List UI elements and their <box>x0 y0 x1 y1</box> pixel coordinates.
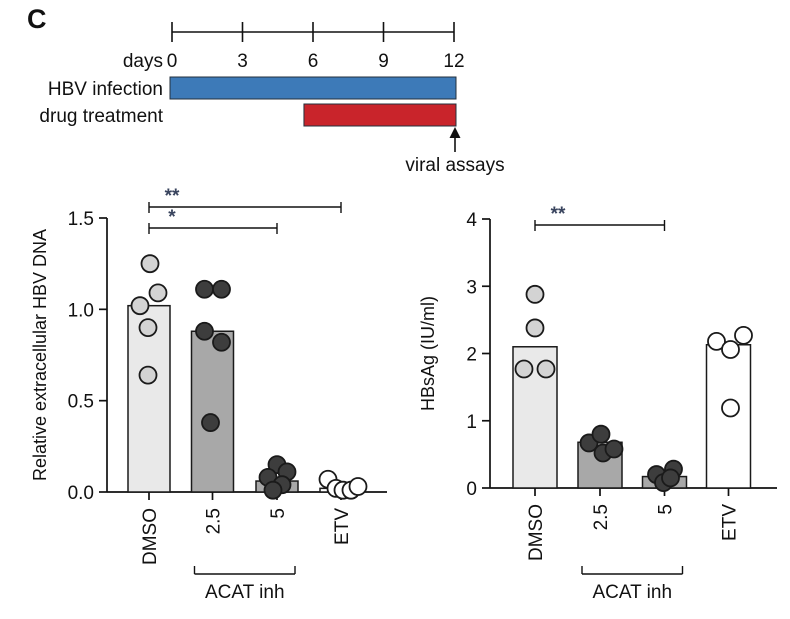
x-category-label: DMSO <box>526 504 547 561</box>
panel-label: C <box>27 4 47 34</box>
data-point-dmso <box>525 318 545 338</box>
y-tick-label: 2 <box>466 345 477 366</box>
viral-assays-label: viral assays <box>405 155 504 176</box>
data-point-dmso <box>148 283 168 303</box>
data-point-dmso <box>514 359 534 379</box>
y-tick-label: 4 <box>466 210 477 231</box>
data-point-dmso <box>536 359 556 379</box>
data-point-5 <box>263 480 283 500</box>
x-category-label: ETV <box>332 508 353 545</box>
timeline-tick-label: 0 <box>167 51 178 72</box>
x-category-label: ETV <box>720 504 741 541</box>
extracellular-hbv-dna-y-axis-title: Relative extracellular HBV DNA <box>30 229 50 481</box>
x-category-label: DMSO <box>140 508 161 565</box>
data-point-2-5 <box>212 332 231 352</box>
timeline-row-label: drug treatment <box>39 106 163 127</box>
drug-treatment-bar <box>303 103 457 127</box>
timeline-tick-label: 9 <box>378 51 389 72</box>
data-point-etv <box>734 325 753 345</box>
data-point-2-5 <box>212 279 231 299</box>
data-point-etv <box>707 331 726 351</box>
group-label: ACAT inh <box>592 582 672 603</box>
timeline-row-label: HBV infection <box>48 79 163 100</box>
data-point-etv <box>721 398 740 418</box>
timeline-tick-label: 3 <box>237 51 248 72</box>
timeline-tick-label: 6 <box>308 51 319 72</box>
y-tick-label: 1.0 <box>68 300 94 321</box>
timeline-days-label: days <box>123 51 163 72</box>
data-point-5 <box>661 468 680 488</box>
x-category-label: 5 <box>656 504 677 515</box>
HBV-infection-bar <box>169 76 457 100</box>
timeline-tick-label: 12 <box>443 51 464 72</box>
y-tick-label: 1 <box>466 412 477 433</box>
y-tick-label: 0.0 <box>68 483 94 504</box>
data-point-dmso <box>130 296 150 316</box>
y-tick-label: 3 <box>466 277 477 298</box>
y-tick-label: 0 <box>466 479 477 500</box>
x-category-label: 5 <box>268 508 289 519</box>
data-point-2-5 <box>195 321 214 341</box>
x-category-label: 2.5 <box>204 508 225 534</box>
data-point-dmso <box>140 254 160 274</box>
data-point-dmso <box>138 318 158 338</box>
group-label: ACAT inh <box>205 582 285 603</box>
y-tick-label: 0.5 <box>68 392 94 413</box>
sig-label: ** <box>165 186 180 207</box>
data-point-2-5 <box>195 279 214 299</box>
data-point-dmso <box>525 284 545 304</box>
sig-label: ** <box>551 204 566 225</box>
y-tick-label: 1.5 <box>68 209 94 230</box>
data-point-dmso <box>138 365 158 385</box>
data-point-etv <box>348 477 368 496</box>
data-point-etv <box>721 340 740 359</box>
bar-2-5 <box>190 330 235 493</box>
data-point-2-5 <box>604 439 624 459</box>
data-point-2-5 <box>201 413 220 432</box>
hbsag-y-axis-title: HBsAg (IU/ml) <box>418 296 438 411</box>
sig-label: * <box>168 207 176 228</box>
x-category-label: 2.5 <box>591 504 612 530</box>
data-point-2-5 <box>591 424 611 444</box>
bar-dmso <box>127 304 171 493</box>
viral-assays-arrow-head <box>449 127 461 138</box>
